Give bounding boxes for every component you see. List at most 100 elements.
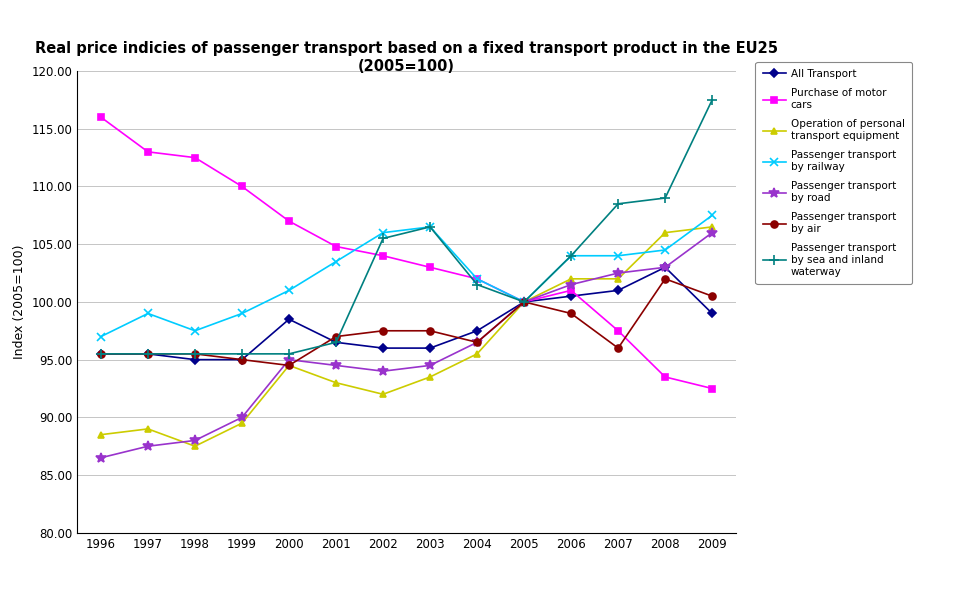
Line: All Transport: All Transport <box>98 265 715 362</box>
Passenger transport
by railway <box>284 287 295 294</box>
Passenger transport
by road <box>659 263 671 271</box>
All Transport <box>518 298 529 305</box>
Passenger transport
by road <box>189 437 200 444</box>
Passenger transport
by railway <box>189 327 200 334</box>
Operation of personal
transport equipment <box>471 350 483 358</box>
Y-axis label: Index (2005=100): Index (2005=100) <box>14 244 26 359</box>
Passenger transport
by railway <box>330 258 342 265</box>
All Transport <box>378 345 389 352</box>
All Transport <box>189 356 200 363</box>
Passenger transport
by air <box>565 310 577 317</box>
Passenger transport
by road <box>613 269 624 276</box>
Operation of personal
transport equipment <box>95 431 106 438</box>
Passenger transport
by road <box>565 281 577 288</box>
Passenger transport
by railway <box>659 246 671 253</box>
Operation of personal
transport equipment <box>378 391 389 398</box>
Operation of personal
transport equipment <box>236 420 248 427</box>
Passenger transport
by air <box>95 350 106 358</box>
Passenger transport
by sea and inland
waterway <box>95 350 106 358</box>
Passenger transport
by sea and inland
waterway <box>518 298 529 305</box>
Passenger transport
by air <box>613 345 624 352</box>
Operation of personal
transport equipment <box>189 443 200 450</box>
Purchase of motor
cars <box>707 385 718 392</box>
Passenger transport
by road <box>95 454 106 461</box>
Line: Passenger transport
by railway: Passenger transport by railway <box>97 211 716 341</box>
Purchase of motor
cars <box>659 374 671 381</box>
Line: Passenger transport
by road: Passenger transport by road <box>96 228 717 462</box>
Operation of personal
transport equipment <box>424 374 436 381</box>
Passenger transport
by air <box>189 350 200 358</box>
Legend: All Transport, Purchase of motor
cars, Operation of personal
transport equipment: All Transport, Purchase of motor cars, O… <box>755 62 912 284</box>
Passenger transport
by sea and inland
waterway <box>471 281 483 288</box>
All Transport <box>659 263 671 271</box>
All Transport <box>707 310 718 317</box>
All Transport <box>95 350 106 358</box>
All Transport <box>613 287 624 294</box>
Operation of personal
transport equipment <box>518 298 529 305</box>
Text: Real price indicies of passenger transport based on a fixed transport product in: Real price indicies of passenger transpo… <box>35 41 778 74</box>
Purchase of motor
cars <box>565 287 577 294</box>
Passenger transport
by railway <box>95 333 106 340</box>
Line: Purchase of motor
cars: Purchase of motor cars <box>98 114 715 392</box>
Passenger transport
by air <box>659 275 671 282</box>
Operation of personal
transport equipment <box>330 379 342 386</box>
All Transport <box>142 350 154 358</box>
Passenger transport
by sea and inland
waterway <box>330 339 342 346</box>
Passenger transport
by railway <box>142 310 154 317</box>
Passenger transport
by air <box>378 327 389 334</box>
Line: Passenger transport
by sea and inland
waterway: Passenger transport by sea and inland wa… <box>96 95 717 359</box>
All Transport <box>565 292 577 300</box>
Purchase of motor
cars <box>518 298 529 305</box>
Passenger transport
by air <box>236 356 248 363</box>
Passenger transport
by road <box>471 339 483 346</box>
Passenger transport
by sea and inland
waterway <box>189 350 200 358</box>
Passenger transport
by air <box>284 362 295 369</box>
Passenger transport
by road <box>142 443 154 450</box>
Operation of personal
transport equipment <box>284 362 295 369</box>
Passenger transport
by air <box>471 339 483 346</box>
Passenger transport
by railway <box>424 223 436 230</box>
Purchase of motor
cars <box>378 252 389 259</box>
Purchase of motor
cars <box>236 183 248 190</box>
Line: Passenger transport
by air: Passenger transport by air <box>98 275 715 369</box>
Passenger transport
by sea and inland
waterway <box>424 223 436 230</box>
Passenger transport
by road <box>284 356 295 363</box>
Purchase of motor
cars <box>142 148 154 155</box>
Line: Operation of personal
transport equipment: Operation of personal transport equipmen… <box>98 223 715 450</box>
All Transport <box>284 316 295 323</box>
Passenger transport
by sea and inland
waterway <box>378 235 389 242</box>
Passenger transport
by railway <box>565 252 577 259</box>
Purchase of motor
cars <box>284 217 295 224</box>
All Transport <box>424 345 436 352</box>
Passenger transport
by air <box>142 350 154 358</box>
Passenger transport
by air <box>330 333 342 340</box>
Passenger transport
by sea and inland
waterway <box>284 350 295 358</box>
Passenger transport
by railway <box>378 229 389 236</box>
Passenger transport
by railway <box>613 252 624 259</box>
Operation of personal
transport equipment <box>707 223 718 230</box>
Purchase of motor
cars <box>613 327 624 334</box>
Passenger transport
by road <box>518 298 529 305</box>
Passenger transport
by sea and inland
waterway <box>613 200 624 207</box>
Passenger transport
by road <box>236 414 248 421</box>
Purchase of motor
cars <box>95 114 106 121</box>
Passenger transport
by railway <box>518 298 529 305</box>
Operation of personal
transport equipment <box>659 229 671 236</box>
Passenger transport
by air <box>518 298 529 305</box>
Operation of personal
transport equipment <box>565 275 577 282</box>
Purchase of motor
cars <box>424 263 436 271</box>
Passenger transport
by sea and inland
waterway <box>707 96 718 104</box>
Passenger transport
by sea and inland
waterway <box>659 194 671 201</box>
Passenger transport
by sea and inland
waterway <box>565 252 577 259</box>
Passenger transport
by railway <box>236 310 248 317</box>
Operation of personal
transport equipment <box>142 425 154 432</box>
Purchase of motor
cars <box>471 275 483 282</box>
All Transport <box>330 339 342 346</box>
Passenger transport
by air <box>424 327 436 334</box>
Passenger transport
by railway <box>471 275 483 282</box>
Operation of personal
transport equipment <box>613 275 624 282</box>
Passenger transport
by road <box>378 368 389 375</box>
Passenger transport
by air <box>707 292 718 300</box>
All Transport <box>471 327 483 334</box>
Passenger transport
by railway <box>707 212 718 219</box>
